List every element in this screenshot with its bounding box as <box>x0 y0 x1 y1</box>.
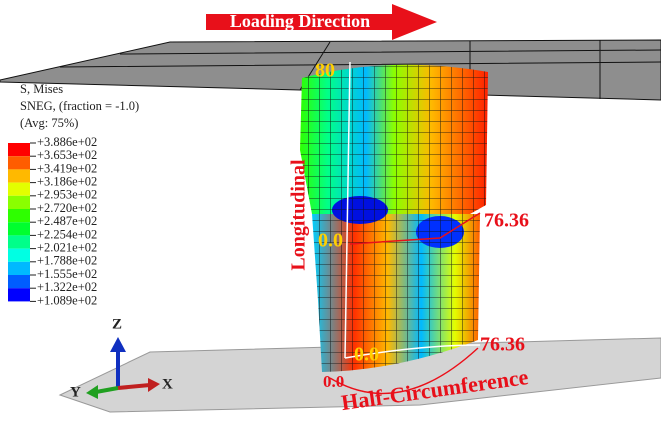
axis-annotation: Longitudinal <box>288 159 310 271</box>
legend-label: +1.089e+02 <box>37 293 97 307</box>
arrow-label: Loading Direction <box>230 11 370 31</box>
annotation: 76.36 <box>480 334 525 356</box>
legend-title: S, Mises <box>20 82 63 96</box>
guide-line <box>329 212 481 395</box>
mesh <box>300 64 488 215</box>
legend-label: +2.021e+02 <box>37 240 97 254</box>
annotation: 80 <box>315 60 335 82</box>
mesh <box>312 214 480 372</box>
annotation: 0.0 <box>318 230 343 252</box>
triad-label: X <box>162 376 173 392</box>
triad-y <box>86 385 98 399</box>
triad-x <box>148 378 160 392</box>
legend-label: +1.788e+02 <box>37 254 97 268</box>
legend-title: SNEG, (fraction = -1.0) <box>20 99 139 113</box>
triad-y <box>95 386 119 394</box>
legend-swatch <box>8 235 30 249</box>
legend-label: +1.322e+02 <box>37 280 97 294</box>
legend-swatch <box>8 222 30 236</box>
legend-label: +2.487e+02 <box>37 214 97 228</box>
legend-swatch <box>8 169 30 183</box>
legend-swatch <box>8 156 30 170</box>
legend-label: +3.419e+02 <box>37 161 97 175</box>
legend-label: +1.555e+02 <box>37 267 97 281</box>
legend-swatch <box>8 209 30 223</box>
loading-arrow <box>206 4 437 40</box>
legend-label: +3.886e+02 <box>37 135 97 149</box>
legend-swatch <box>8 288 30 302</box>
legend-label: +2.254e+02 <box>37 227 97 241</box>
legend-title: (Avg: 75%) <box>20 116 78 130</box>
top-plate <box>0 39 661 101</box>
legend-swatch <box>8 195 30 209</box>
legend-swatch <box>8 182 30 196</box>
triad-x <box>117 383 151 390</box>
triad-label: Z <box>112 316 122 332</box>
legend-label: +3.653e+02 <box>37 148 97 162</box>
triad-label: Y <box>70 384 81 400</box>
annotation: 0.0 <box>323 372 344 391</box>
legend-swatch <box>8 143 30 157</box>
legend-swatch <box>8 275 30 289</box>
plate-grid <box>59 40 661 99</box>
annotation: 0.0 <box>354 344 379 366</box>
annotation: 76.36 <box>484 210 529 232</box>
legend: +3.886e+02+3.653e+02+3.419e+02+3.186e+02… <box>8 135 97 307</box>
legend-label: +2.720e+02 <box>37 201 97 215</box>
triad-z <box>110 337 126 352</box>
legend-label: +3.186e+02 <box>37 174 97 188</box>
legend-swatch <box>8 248 30 262</box>
bottom-plate <box>58 337 661 413</box>
legend-swatch <box>8 261 30 275</box>
legend-label: +2.953e+02 <box>37 188 97 202</box>
